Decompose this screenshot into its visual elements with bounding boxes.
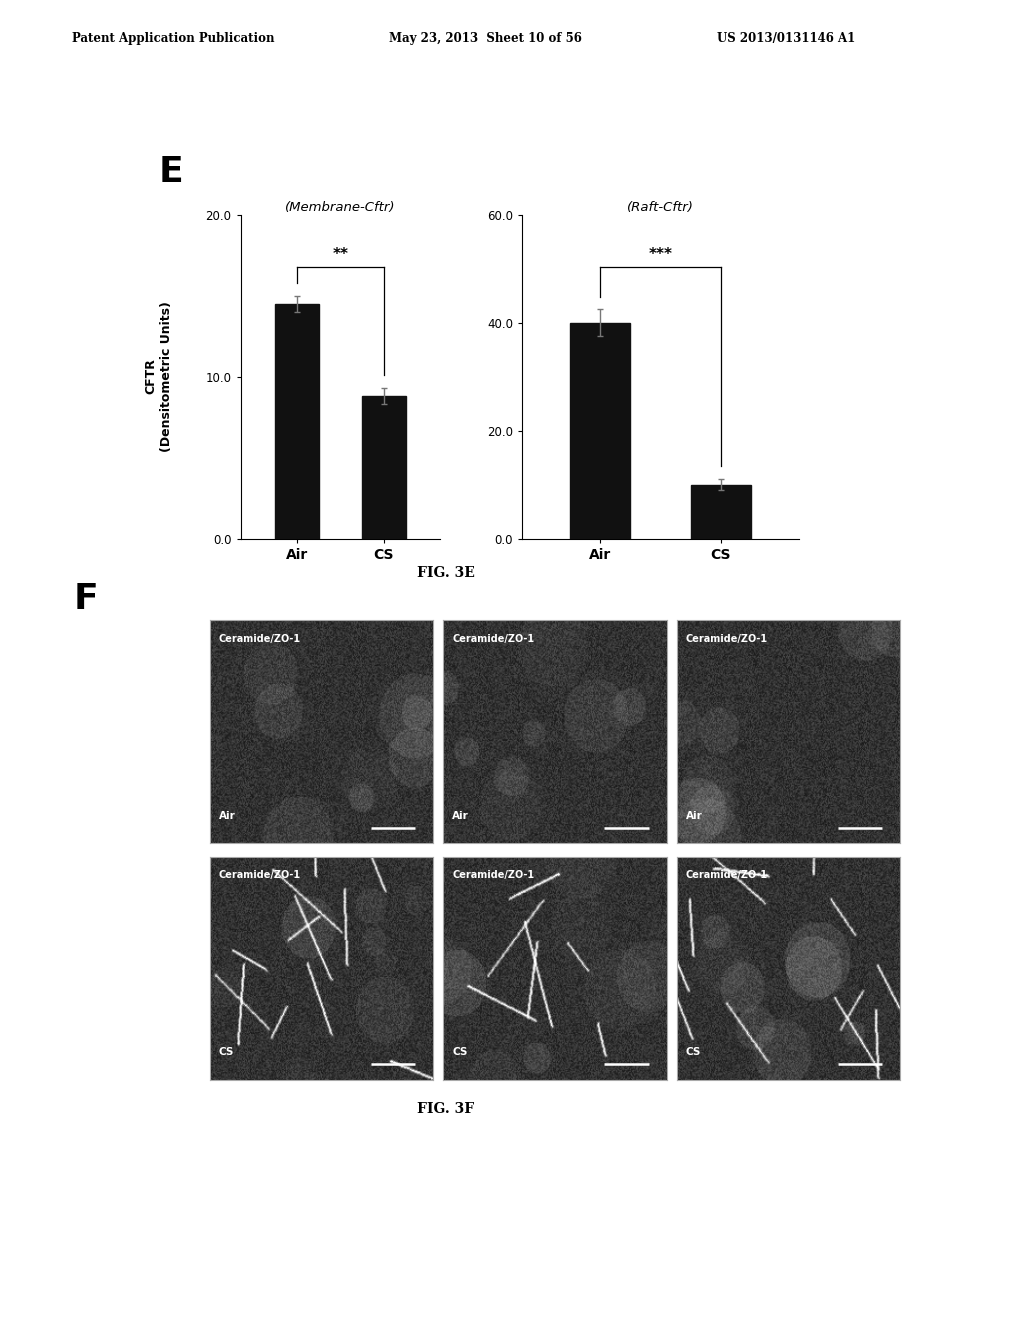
- Text: Ceramide/ZO-1: Ceramide/ZO-1: [453, 634, 535, 644]
- Text: CS: CS: [453, 1048, 468, 1057]
- Title: (Membrane-Cftr): (Membrane-Cftr): [286, 201, 395, 214]
- Text: Air: Air: [453, 812, 469, 821]
- Text: Ceramide/ZO-1: Ceramide/ZO-1: [686, 634, 768, 644]
- Bar: [275, 304, 318, 539]
- Text: Ceramide/ZO-1: Ceramide/ZO-1: [453, 870, 535, 880]
- Text: CFTR
(Densitometric Units): CFTR (Densitometric Units): [144, 301, 173, 451]
- Bar: [362, 396, 406, 539]
- Text: Ceramide/ZO-1: Ceramide/ZO-1: [686, 870, 768, 880]
- Text: **: **: [333, 247, 348, 263]
- Text: Patent Application Publication: Patent Application Publication: [72, 32, 274, 45]
- Text: CS: CS: [686, 1048, 701, 1057]
- Text: FIG. 3E: FIG. 3E: [417, 566, 474, 579]
- Text: May 23, 2013  Sheet 10 of 56: May 23, 2013 Sheet 10 of 56: [389, 32, 582, 45]
- Text: CS: CS: [219, 1048, 234, 1057]
- Text: FIG. 3F: FIG. 3F: [417, 1102, 474, 1115]
- Text: Air: Air: [686, 812, 702, 821]
- Title: (Raft-Cftr): (Raft-Cftr): [627, 201, 694, 214]
- Text: Air: Air: [219, 812, 236, 821]
- Text: Ceramide/ZO-1: Ceramide/ZO-1: [219, 634, 301, 644]
- Bar: [570, 323, 631, 539]
- Text: F: F: [74, 582, 98, 615]
- Text: ***: ***: [648, 247, 673, 263]
- Text: Ceramide/ZO-1: Ceramide/ZO-1: [219, 870, 301, 880]
- Bar: [690, 484, 751, 539]
- Text: US 2013/0131146 A1: US 2013/0131146 A1: [717, 32, 855, 45]
- Text: E: E: [159, 156, 183, 189]
